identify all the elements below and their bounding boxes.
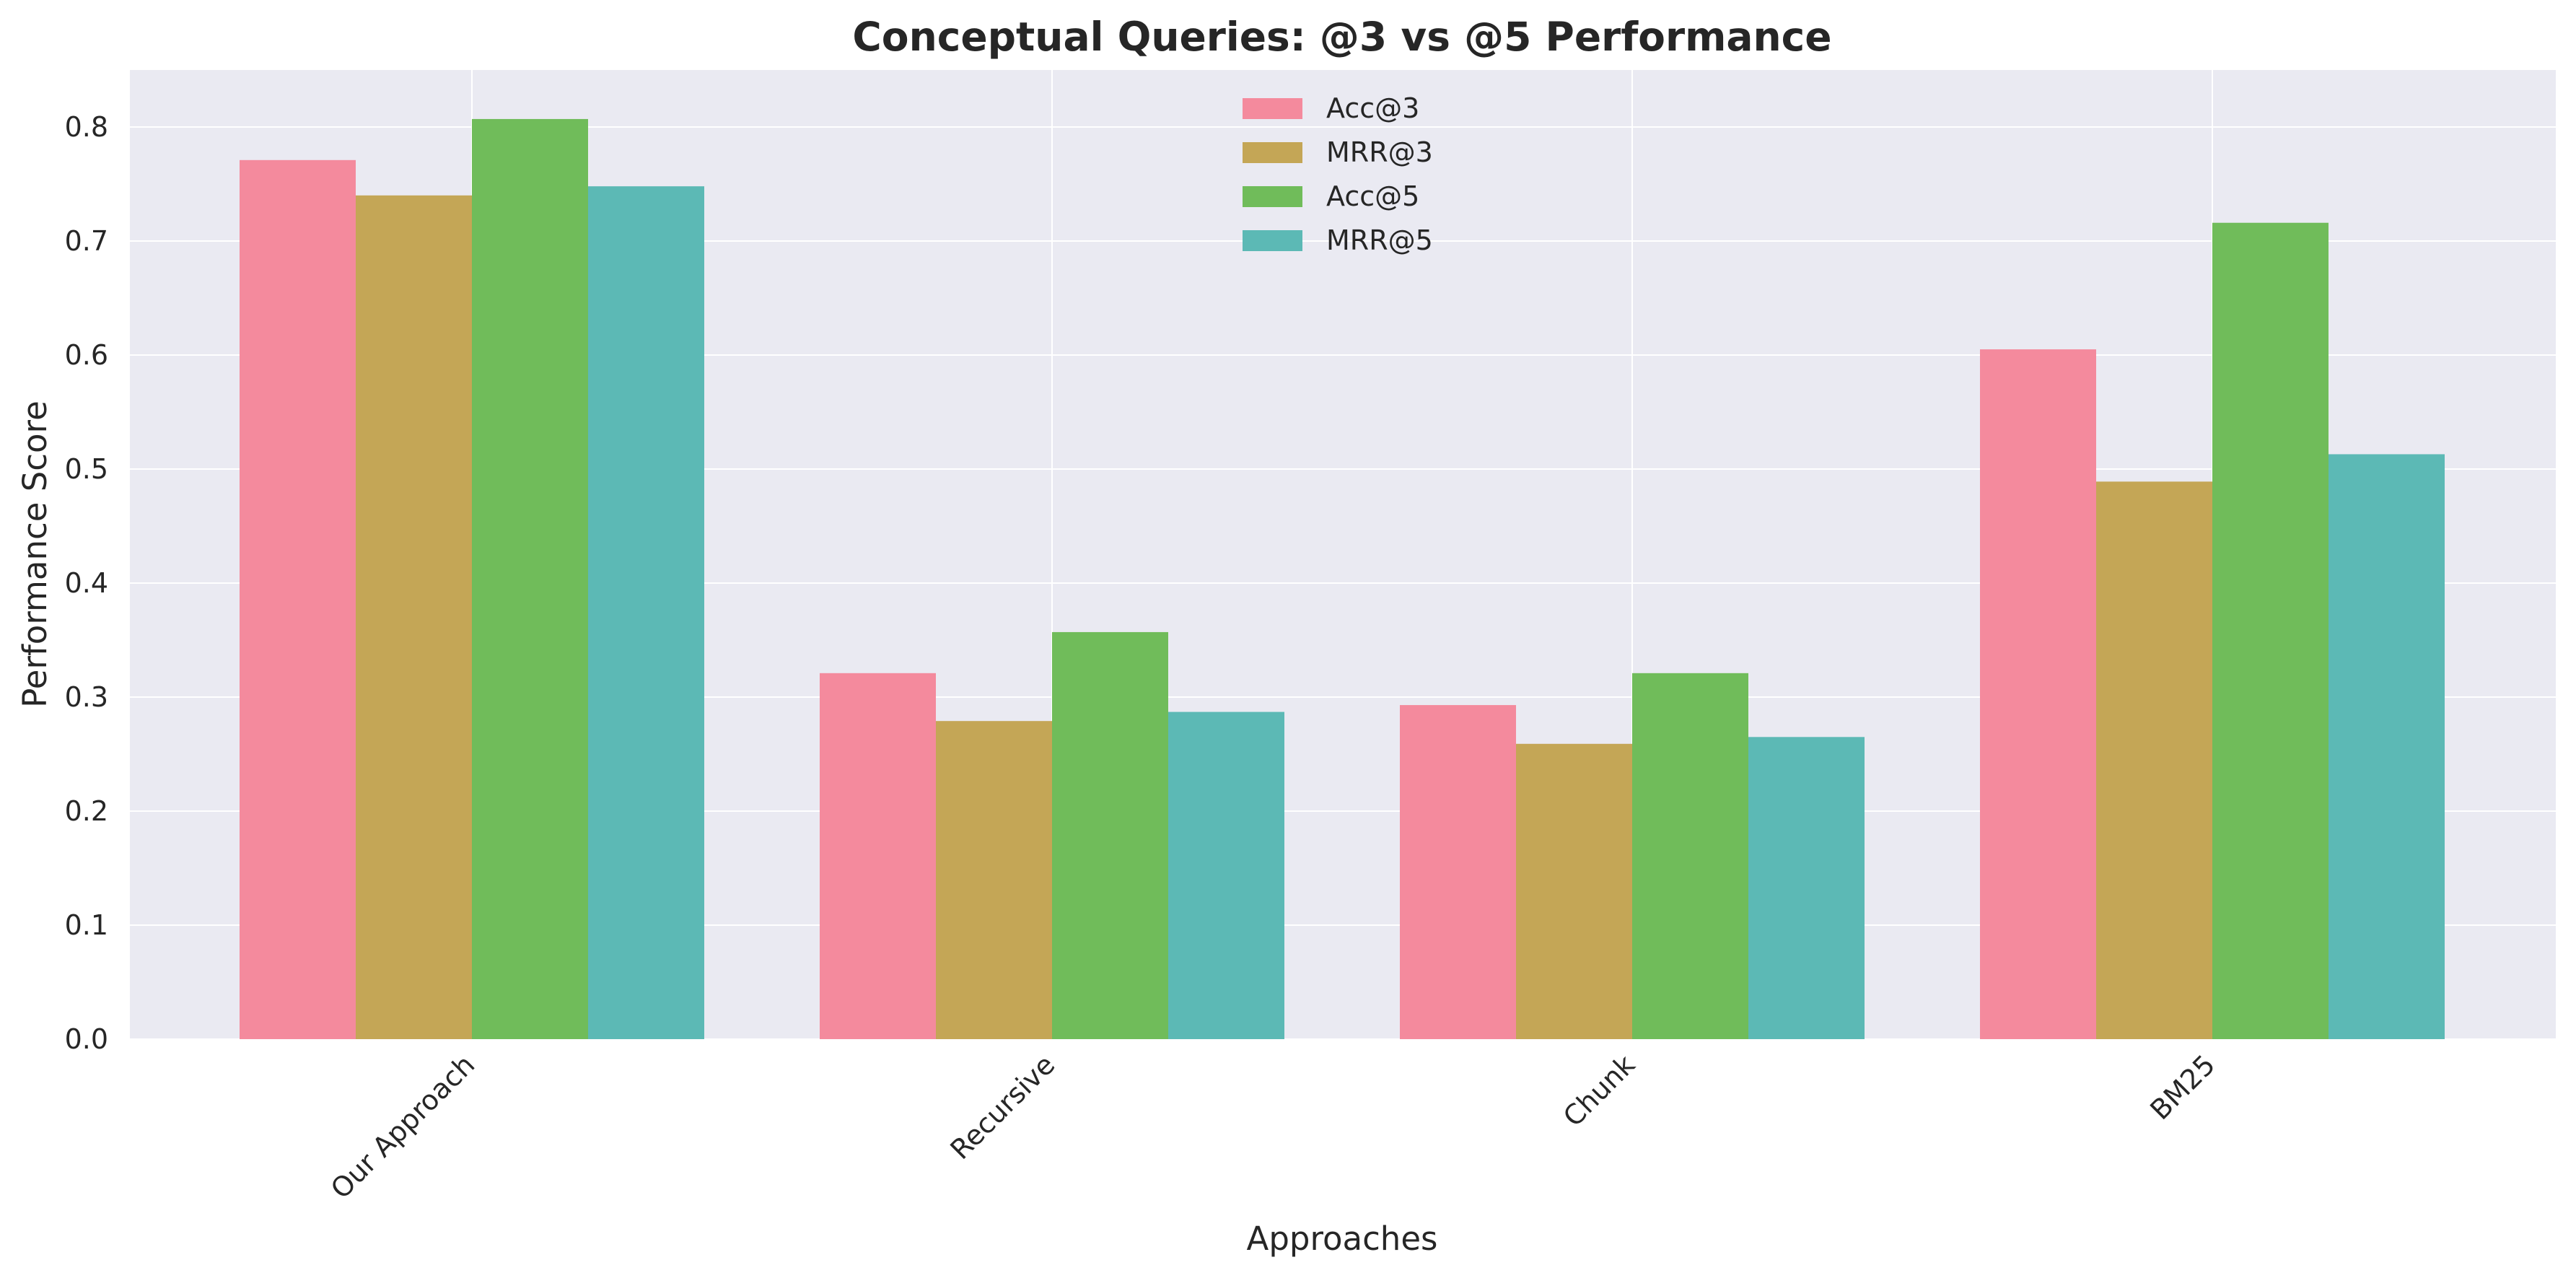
y-axis-label: Performance Score	[16, 401, 54, 708]
bar-acc-5-0	[472, 118, 588, 1040]
x-tick-label: Recursive	[945, 1049, 1061, 1165]
legend-label: Acc@5	[1326, 180, 1419, 212]
x-tick-label: Chunk	[1557, 1049, 1642, 1133]
legend-swatch	[1243, 98, 1302, 119]
bar-acc-5-1	[1052, 631, 1168, 1039]
legend-swatch	[1243, 186, 1302, 207]
x-tick-label: Our Approach	[325, 1049, 481, 1205]
bars	[240, 118, 2445, 1040]
bar-mrr-5-3	[2329, 454, 2445, 1039]
y-axis-ticks: 0.0 0.1 0.2 0.3 0.4 0.5 0.6 0.7 0.8	[65, 111, 108, 1055]
y-tick-label: 0.6	[65, 339, 108, 371]
legend: Acc@3 MRR@3 Acc@5 MRR@5	[1243, 92, 1433, 256]
y-tick-label: 0.8	[65, 111, 108, 143]
bar-mrr-5-2	[1748, 737, 1865, 1039]
bar-acc-3-0	[240, 159, 356, 1039]
x-tick-label: BM25	[2144, 1049, 2221, 1126]
bar-mrr-3-1	[936, 721, 1052, 1039]
bar-acc-3-3	[1980, 349, 2096, 1040]
y-tick-label: 0.4	[65, 567, 108, 599]
legend-label: MRR@5	[1326, 224, 1433, 256]
legend-label: MRR@3	[1326, 136, 1433, 168]
bar-mrr-3-2	[1516, 743, 1632, 1039]
bar-acc-3-1	[820, 673, 936, 1039]
y-tick-label: 0.7	[65, 225, 108, 257]
bar-mrr-3-0	[356, 195, 472, 1039]
y-tick-label: 0.5	[65, 453, 108, 485]
bar-mrr-5-0	[588, 186, 704, 1039]
bar-acc-3-2	[1400, 705, 1516, 1039]
y-tick-label: 0.0	[65, 1023, 108, 1055]
legend-swatch	[1243, 142, 1302, 163]
bar-acc-5-3	[2212, 222, 2329, 1040]
x-axis-label: Approaches	[1247, 1220, 1438, 1258]
bar-acc-5-2	[1632, 673, 1748, 1039]
chart-title: Conceptual Queries: @3 vs @5 Performance	[852, 14, 1831, 60]
y-tick-label: 0.3	[65, 681, 108, 713]
y-tick-label: 0.1	[65, 909, 108, 941]
legend-label: Acc@3	[1326, 92, 1419, 124]
x-axis-ticks: Our Approach Recursive Chunk BM25	[325, 1049, 2222, 1205]
bar-mrr-5-1	[1168, 712, 1284, 1039]
y-tick-label: 0.2	[65, 795, 108, 827]
legend-swatch	[1243, 230, 1302, 251]
bar-mrr-3-3	[2096, 481, 2212, 1039]
